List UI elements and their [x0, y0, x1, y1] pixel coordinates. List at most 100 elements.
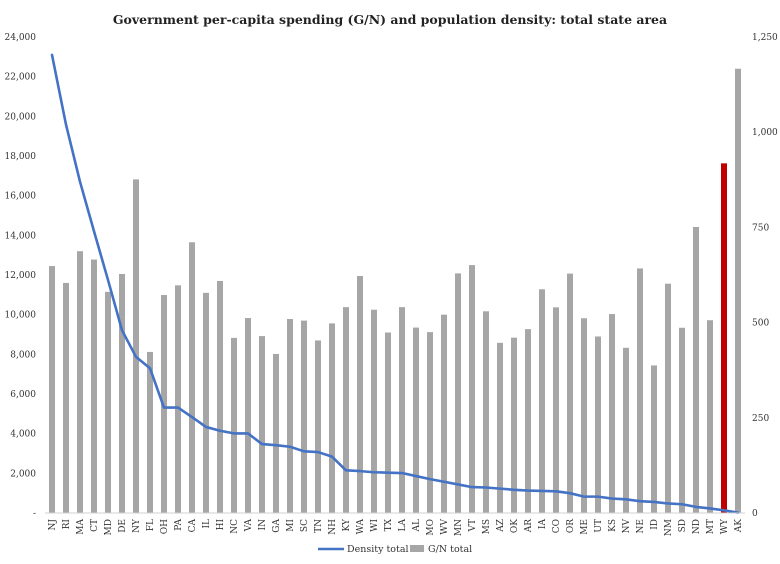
- category-label: NC: [230, 519, 240, 534]
- legend-label-gn: G/N total: [428, 544, 472, 555]
- bar-in: [259, 336, 265, 513]
- bars-layer: [49, 68, 741, 513]
- category-label: ND: [692, 519, 702, 534]
- category-label: WI: [370, 519, 380, 532]
- bar-va: [245, 318, 251, 513]
- bar-me: [581, 318, 587, 513]
- bar-fl: [147, 351, 153, 513]
- bar-or: [567, 273, 573, 513]
- category-label: ME: [580, 519, 590, 535]
- series-line-density: [50, 53, 740, 514]
- category-label: WV: [440, 518, 450, 534]
- bar-az: [497, 342, 503, 513]
- left-tick-label: 12,000: [5, 271, 37, 281]
- bar-co: [553, 307, 559, 513]
- bar-ga: [273, 353, 279, 513]
- x-axis: NJ RI MA CT MD DE NY FL OH PA CA IL HI NC VA IN GA MI SC TN…: [45, 512, 745, 536]
- category-label: MT: [706, 519, 716, 534]
- category-label: WA: [356, 519, 366, 535]
- line-layer: [50, 53, 740, 514]
- bar-wa: [357, 275, 363, 513]
- bar-il: [203, 292, 209, 513]
- left-tick-label: 2,000: [10, 469, 36, 479]
- left-tick-label: 24,000: [5, 33, 37, 43]
- bar-nd: [693, 227, 699, 513]
- category-label: IN: [258, 519, 268, 531]
- bar-ri: [63, 282, 69, 513]
- category-label: CO: [552, 519, 562, 533]
- bar-ks: [609, 314, 615, 513]
- category-label: AK: [734, 519, 744, 533]
- category-label: NY: [132, 518, 142, 533]
- category-label: MO: [426, 519, 436, 536]
- bar-ct: [91, 259, 97, 513]
- category-label: VA: [244, 519, 254, 533]
- category-label: VT: [468, 519, 478, 533]
- bar-ut: [595, 336, 601, 513]
- left-axis: - 2,000 4,000 6,000 8,000 10,000 12,000 14,000 1…: [5, 33, 37, 519]
- right-axis: 0 250 500 750 1,000 1,250: [752, 33, 778, 519]
- bar-ak: [735, 68, 741, 513]
- bar-pa: [175, 285, 181, 513]
- category-label: NM: [664, 519, 674, 536]
- bar-ma: [77, 251, 83, 513]
- bar-wv: [441, 314, 447, 513]
- category-label: HI: [216, 519, 226, 531]
- category-label: FL: [146, 519, 156, 531]
- bar-nv: [623, 347, 629, 513]
- bar-wy: [721, 163, 727, 513]
- category-label: NJ: [48, 519, 58, 531]
- right-tick-label: 1,000: [752, 128, 778, 138]
- chart-title: Government per-capita spending (G/N) and…: [113, 12, 667, 27]
- bar-md: [105, 291, 111, 513]
- bar-ar: [525, 329, 531, 513]
- bar-ny: [133, 179, 139, 513]
- bar-mo: [427, 332, 433, 513]
- bar-ok: [511, 337, 517, 513]
- category-label: OK: [510, 519, 520, 533]
- category-label: SC: [300, 519, 310, 532]
- right-tick-label: 0: [752, 509, 758, 519]
- category-label: NE: [636, 519, 646, 533]
- category-label: AZ: [496, 519, 506, 533]
- left-tick-label: -: [33, 509, 36, 519]
- left-tick-label: 6,000: [10, 390, 36, 400]
- category-label: DE: [118, 519, 128, 533]
- category-label: AR: [524, 519, 534, 533]
- category-label: KY: [342, 518, 352, 531]
- bar-ms: [483, 311, 489, 513]
- category-label: CT: [90, 519, 100, 532]
- category-label: WY: [720, 518, 730, 534]
- left-tick-label: 16,000: [5, 192, 37, 202]
- bar-ky: [343, 307, 349, 513]
- bar-nj: [49, 266, 55, 513]
- bar-vt: [469, 265, 475, 513]
- bar-ca: [189, 242, 195, 513]
- left-tick-label: 20,000: [5, 112, 37, 122]
- category-label: IL: [202, 519, 212, 529]
- category-label: KS: [608, 519, 618, 532]
- bar-tn: [315, 340, 321, 513]
- legend-bar-swatch: [410, 545, 424, 552]
- category-label: MA: [76, 519, 86, 535]
- legend: Density total G/N total: [318, 544, 472, 555]
- bar-ne: [637, 268, 643, 513]
- category-label: TN: [314, 519, 324, 533]
- category-label: PA: [174, 519, 184, 531]
- left-tick-label: 22,000: [5, 73, 37, 83]
- category-label: NH: [328, 519, 338, 535]
- category-label: RI: [62, 519, 72, 530]
- legend-label-density: Density total: [347, 544, 409, 555]
- bar-de: [119, 274, 125, 513]
- bar-la: [399, 307, 405, 513]
- category-label: ID: [650, 519, 660, 530]
- category-label: OH: [160, 519, 170, 534]
- bar-wi: [371, 309, 377, 513]
- right-tick-label: 500: [752, 319, 769, 329]
- right-tick-label: 1,250: [752, 33, 778, 43]
- bar-mt: [707, 320, 713, 513]
- category-label: SD: [678, 519, 688, 532]
- category-label: MN: [454, 519, 464, 536]
- left-tick-label: 10,000: [5, 311, 37, 321]
